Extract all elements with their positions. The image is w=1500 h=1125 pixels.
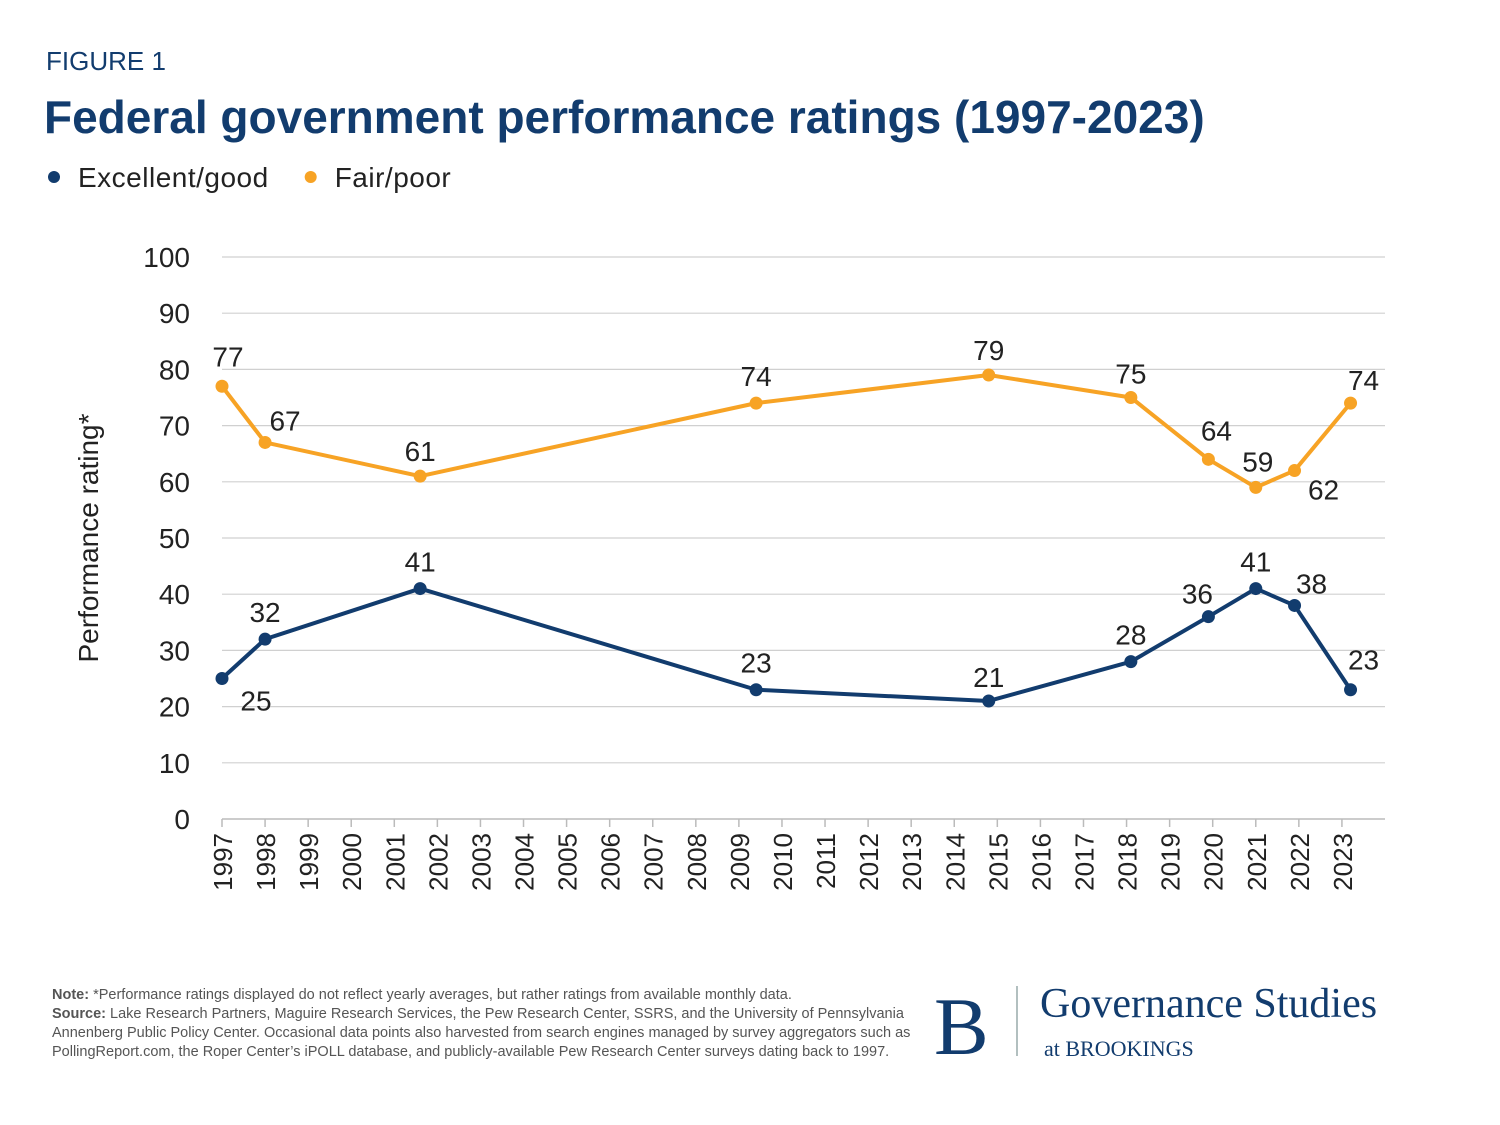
legend-label: Excellent/good: [78, 162, 269, 193]
y-tick-label: 10: [159, 748, 190, 779]
x-tick-label: 2020: [1199, 833, 1229, 891]
data-label: 23: [1348, 645, 1379, 676]
data-label: 23: [741, 648, 772, 679]
source-text: Lake Research Partners, Maguire Research…: [52, 1006, 911, 1060]
data-point: [258, 435, 272, 449]
data-label: 67: [269, 405, 300, 436]
data-point: [1288, 464, 1302, 478]
data-label: 32: [249, 597, 280, 628]
figure-label: FIGURE 1: [46, 46, 166, 76]
logo-sub: at BROOKINGS: [1044, 1036, 1194, 1061]
y-tick-label: 50: [159, 523, 190, 554]
y-tick-label: 60: [159, 467, 190, 498]
x-tick-label: 2007: [639, 833, 669, 891]
legend-marker: [304, 171, 317, 183]
footnote: Note: *Performance ratings displayed do …: [52, 986, 912, 1062]
data-label: 77: [212, 341, 243, 372]
data-label: 79: [973, 335, 1004, 366]
x-tick-label: 2001: [380, 833, 410, 891]
data-label: 59: [1242, 446, 1273, 477]
data-point: [749, 683, 763, 697]
series-line: [220, 373, 1353, 490]
x-tick-label: 2000: [337, 833, 367, 891]
data-label: 74: [741, 361, 772, 392]
x-tick-label: 2002: [423, 833, 453, 891]
y-axis-title: Performance rating*: [73, 413, 104, 662]
data-point: [1288, 598, 1302, 612]
x-tick-label: 2023: [1328, 833, 1358, 891]
data-point: [1249, 582, 1263, 596]
data-point: [749, 396, 763, 410]
x-tick-label: 2005: [553, 833, 583, 891]
logo-name: Governance Studies: [1040, 981, 1377, 1027]
note-text: *Performance ratings displayed do not re…: [93, 987, 792, 1003]
data-label: 75: [1115, 359, 1146, 390]
data-label: 41: [1240, 547, 1271, 578]
x-tick-label: 2006: [596, 833, 626, 891]
legend-label: Fair/poor: [335, 162, 452, 193]
x-tick-label: 2010: [768, 833, 798, 891]
data-point: [413, 582, 427, 596]
data-label: 41: [405, 547, 436, 578]
data-label: 21: [973, 662, 1004, 693]
x-tick-label: 2019: [1156, 833, 1186, 891]
data-point: [1344, 396, 1358, 410]
y-tick-label: 80: [159, 354, 190, 385]
data-point: [1201, 610, 1215, 624]
x-tick-label: 2011: [811, 833, 841, 889]
x-tick-label: 2021: [1242, 833, 1272, 891]
data-label: 25: [240, 686, 271, 717]
x-tick-label: 2004: [510, 833, 540, 891]
data-point: [982, 694, 996, 708]
x-tick-label: 1999: [294, 833, 324, 891]
source-label: Source:: [52, 1006, 106, 1022]
data-label: 64: [1201, 415, 1232, 446]
x-tick-label: 1997: [208, 833, 238, 891]
chart-title: Federal government performance ratings (…: [44, 91, 1205, 143]
data-point: [215, 672, 229, 685]
data-point: [1249, 480, 1263, 494]
data-point: [413, 469, 427, 483]
data-point: [982, 368, 996, 382]
data-label: 74: [1348, 365, 1379, 396]
y-tick-label: 30: [159, 635, 190, 666]
y-tick-label: 100: [143, 242, 190, 273]
data-point: [1344, 683, 1358, 697]
data-point: [1201, 452, 1215, 466]
y-tick-label: 0: [174, 804, 190, 835]
data-label: 36: [1182, 579, 1213, 610]
x-tick-label: 2017: [1069, 833, 1099, 891]
x-tick-label: 2008: [682, 833, 712, 891]
data-label: 62: [1308, 475, 1339, 506]
x-tick-label: 2003: [466, 833, 496, 891]
legend-marker: [48, 171, 60, 183]
x-tick-label: 2014: [940, 833, 970, 891]
y-tick-label: 90: [159, 298, 190, 329]
x-tick-label: 2013: [897, 833, 927, 891]
data-label: 28: [1115, 620, 1146, 651]
x-tick-label: 1998: [251, 833, 281, 891]
data-label: 61: [405, 436, 436, 467]
y-tick-label: 70: [159, 411, 190, 442]
x-tick-label: 2009: [725, 833, 755, 891]
data-point: [1124, 655, 1138, 669]
series-line: [220, 586, 1353, 703]
y-tick-label: 20: [159, 692, 190, 723]
data-point: [215, 379, 229, 393]
logo-letter: B: [934, 981, 989, 1072]
note-label: Note:: [52, 987, 90, 1003]
x-tick-label: 2022: [1285, 833, 1315, 891]
x-tick-label: 2015: [983, 833, 1013, 891]
x-tick-label: 2012: [854, 833, 884, 891]
data-label: 38: [1296, 568, 1327, 599]
data-point: [1124, 391, 1138, 404]
x-tick-label: 2018: [1113, 833, 1143, 891]
y-tick-label: 40: [159, 579, 190, 610]
data-point: [258, 632, 272, 646]
x-tick-label: 2016: [1026, 833, 1056, 891]
